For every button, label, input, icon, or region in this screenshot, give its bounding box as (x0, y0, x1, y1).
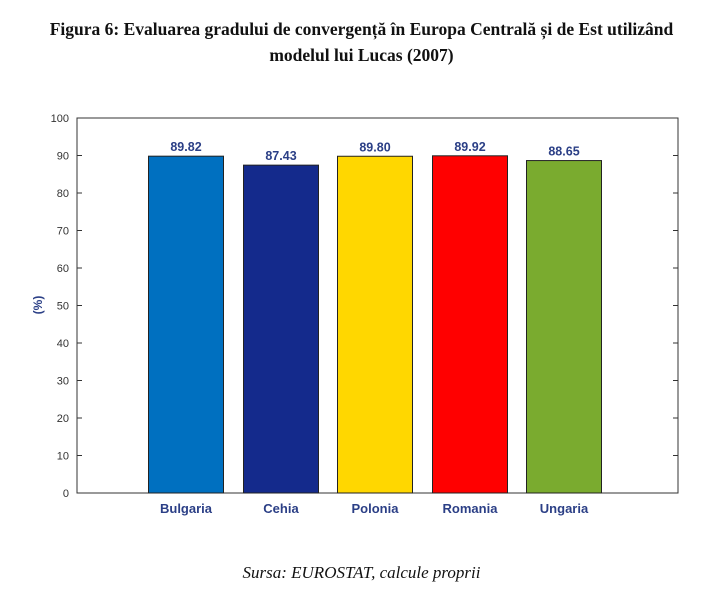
bars (148, 155, 602, 494)
y-tick-label: 40 (57, 338, 69, 350)
x-tick-label-polonia: Polonia (352, 501, 400, 516)
y-tick-label: 70 (57, 226, 69, 238)
data-label-polonia: 89.80 (359, 140, 390, 154)
y-axis: 0 10 20 30 40 50 60 70 80 90 100 (51, 113, 678, 500)
data-label-romania: 89.92 (454, 140, 485, 154)
chart-title-line-1: Figura 6: Evaluarea gradului de converge… (49, 19, 674, 39)
bar-romania (432, 155, 508, 494)
x-tick-label-cehia: Cehia (263, 501, 299, 516)
data-label-bulgaria: 89.82 (170, 140, 201, 154)
x-tick-label-romania: Romania (443, 501, 499, 516)
y-tick-label: 90 (57, 151, 69, 163)
y-tick-label: 20 (57, 413, 69, 425)
x-tick-label-bulgaria: Bulgaria (160, 501, 213, 516)
bar-ungaria (526, 160, 602, 494)
y-tick-label: 10 (57, 451, 69, 463)
x-axis: Bulgaria Cehia Polonia Romania Ungaria (160, 488, 589, 516)
x-tick-label-ungaria: Ungaria (540, 501, 589, 516)
y-tick-label: 80 (57, 188, 69, 200)
y-tick-label: 50 (57, 301, 69, 313)
data-label-ungaria: 88.65 (548, 145, 579, 159)
y-tick-label: 0 (63, 488, 69, 500)
chart-title-line-2: modelul lui Lucas (2007) (269, 45, 454, 65)
bar-polonia (337, 155, 413, 494)
y-axis-label: (%) (31, 296, 45, 315)
y-tick-label: 100 (51, 113, 69, 125)
source-note: Sursa: EUROSTAT, calcule proprii (242, 563, 481, 582)
data-labels: 89.82 87.43 89.80 89.92 88.65 (170, 140, 579, 163)
y-tick-label: 30 (57, 376, 69, 388)
data-label-cehia: 87.43 (265, 149, 296, 163)
y-tick-label: 60 (57, 263, 69, 275)
bar-cehia (243, 164, 319, 494)
bar-bulgaria (148, 155, 224, 494)
chart-title: Figura 6: Evaluarea gradului de converge… (0, 16, 723, 68)
